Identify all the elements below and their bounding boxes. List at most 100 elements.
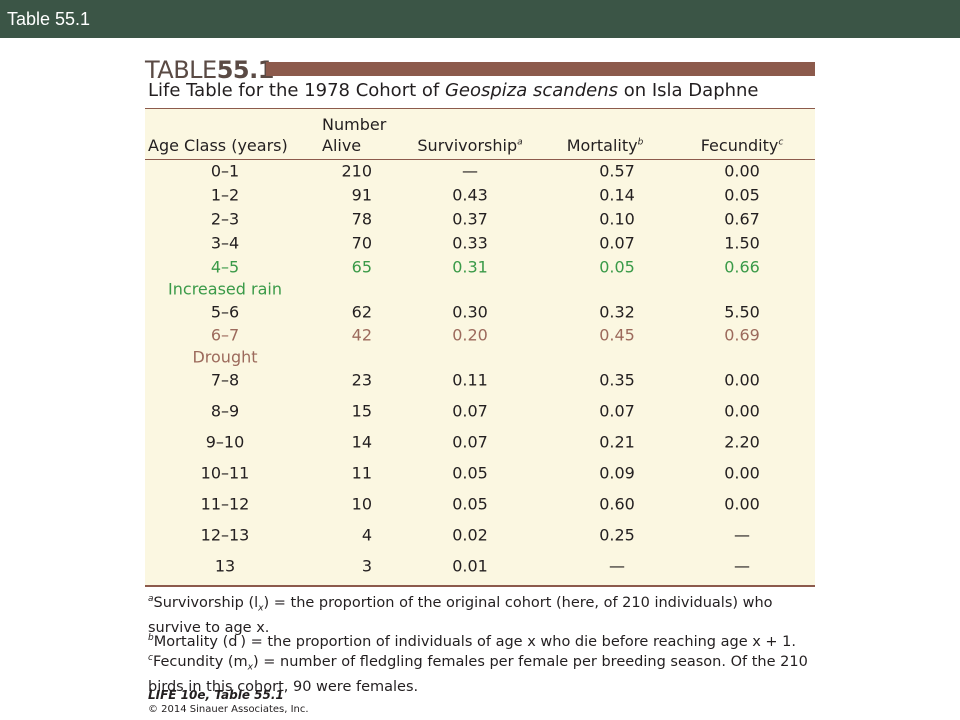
cell: 0.25: [599, 525, 635, 545]
cell: 23: [351, 370, 372, 390]
footnote-text: ) = the proportion of individuals of age…: [240, 633, 797, 650]
cell: 10–11: [200, 463, 250, 483]
cell: 0.07: [452, 432, 488, 452]
footnote-text: Fecundity (m: [152, 653, 248, 670]
cell: 0.20: [452, 325, 488, 345]
cell: 70: [351, 233, 372, 253]
cell: 0.00: [724, 401, 760, 421]
footnote-mark: a: [148, 594, 154, 604]
header-rule: [145, 159, 815, 160]
footnote-sub: x: [258, 603, 264, 614]
cell: 3: [361, 556, 372, 576]
cell: 11: [351, 463, 372, 483]
column-header: Alive: [322, 136, 361, 155]
cell: 0.69: [724, 325, 760, 345]
cell: 0.00: [724, 463, 760, 483]
column-header: Survivorshipa: [370, 136, 570, 155]
header-text: Survivorship: [417, 136, 518, 155]
cell: 0.11: [452, 370, 488, 390]
cell: 5.50: [724, 302, 760, 322]
cell: 65: [351, 257, 372, 277]
t: Life Table for the 1978 Cohort of: [148, 80, 445, 101]
row-note: Increased rain: [168, 279, 282, 299]
cell: 0.21: [599, 432, 635, 452]
column-header: Fecundityc: [642, 136, 842, 155]
footnote: aSurvivorship (lx) = the proportion of t…: [148, 590, 810, 638]
cell: —: [609, 556, 625, 576]
cell: 0.31: [452, 257, 488, 277]
cell: 78: [351, 209, 372, 229]
column-header: Age Class (years): [148, 136, 288, 155]
footnote-sub: x: [247, 662, 253, 673]
t: on Isla Daphne: [618, 80, 759, 101]
cell: 4–5: [210, 257, 240, 277]
row-note: Drought: [192, 347, 258, 367]
footnote-text: ) = number of fledgling females per fema…: [148, 653, 808, 695]
cell: 0.30: [452, 302, 488, 322]
cell: 0.67: [724, 209, 760, 229]
header-text: Fecundity: [700, 136, 779, 155]
cell: 13: [214, 556, 236, 576]
slide-header: Table 55.1: [0, 0, 960, 38]
cell: 12–13: [200, 525, 250, 545]
footnote-text: ) = the proportion of the original cohor…: [148, 594, 773, 636]
cell: 0.57: [599, 161, 635, 181]
cell: 10: [351, 494, 372, 514]
cell: 7–8: [210, 370, 240, 390]
label-rule: [266, 62, 815, 76]
footnote-text: Survivorship (l: [153, 594, 259, 611]
cell: 0.00: [724, 494, 760, 514]
footnote-mark: c: [148, 653, 153, 663]
cell: 0.05: [599, 257, 635, 277]
cell: 0.66: [724, 257, 760, 277]
cell: 0.60: [599, 494, 635, 514]
table-title: Life Table for the 1978 Cohort of Geospi…: [148, 80, 759, 101]
footnote-mark: b: [148, 633, 154, 643]
cell: 6–7: [210, 325, 240, 345]
cell: 0.01: [452, 556, 488, 576]
cell: 2.20: [724, 432, 760, 452]
number: 55.1: [216, 56, 275, 84]
cell: 0.05: [452, 463, 488, 483]
slide-title: Table 55.1: [7, 9, 91, 29]
cell: 2–3: [210, 209, 240, 229]
copyright: © 2014 Sinauer Associates, Inc.: [148, 704, 309, 715]
cell: 0.02: [452, 525, 488, 545]
cell: 9–10: [205, 432, 245, 452]
header-text: Mortality: [566, 136, 638, 155]
cell: 0.33: [452, 233, 488, 253]
cell: 210: [341, 161, 372, 181]
cell: —: [734, 556, 750, 576]
cell: 0.00: [724, 161, 760, 181]
cell: 0.05: [724, 185, 760, 205]
cell: 0.05: [452, 494, 488, 514]
cell: 0.37: [452, 209, 488, 229]
cell: 4: [361, 525, 372, 545]
table-body: [145, 108, 815, 587]
label: TABLE: [145, 56, 217, 84]
column-header: Number: [322, 115, 386, 134]
header-text: Number: [322, 115, 387, 134]
source: LIFE 10e, Table 55.1: [148, 688, 284, 702]
cell: 5–6: [210, 302, 240, 322]
footnote: cFecundity (mx) = number of fledgling fe…: [148, 649, 810, 697]
cell: 0.14: [599, 185, 635, 205]
cell: 3–4: [210, 233, 240, 253]
column-header: Mortalityb: [505, 136, 705, 155]
footnote: bMortality (d ) = the proportion of indi…: [148, 629, 810, 658]
cell: 91: [351, 185, 372, 205]
cell: 0.45: [599, 325, 635, 345]
cell: 0.07: [599, 401, 635, 421]
cell: —: [462, 161, 478, 181]
cell: 0.35: [599, 370, 635, 390]
header-sup: a: [517, 137, 523, 148]
cell: 0.07: [599, 233, 635, 253]
cell: 11–12: [200, 494, 250, 514]
table-label: TABLE55.1: [145, 56, 274, 84]
cell: 0.09: [599, 463, 635, 483]
cell: 1–2: [210, 185, 240, 205]
cell: 42: [351, 325, 372, 345]
cell: 8–9: [210, 401, 240, 421]
cell: 1.50: [724, 233, 760, 253]
